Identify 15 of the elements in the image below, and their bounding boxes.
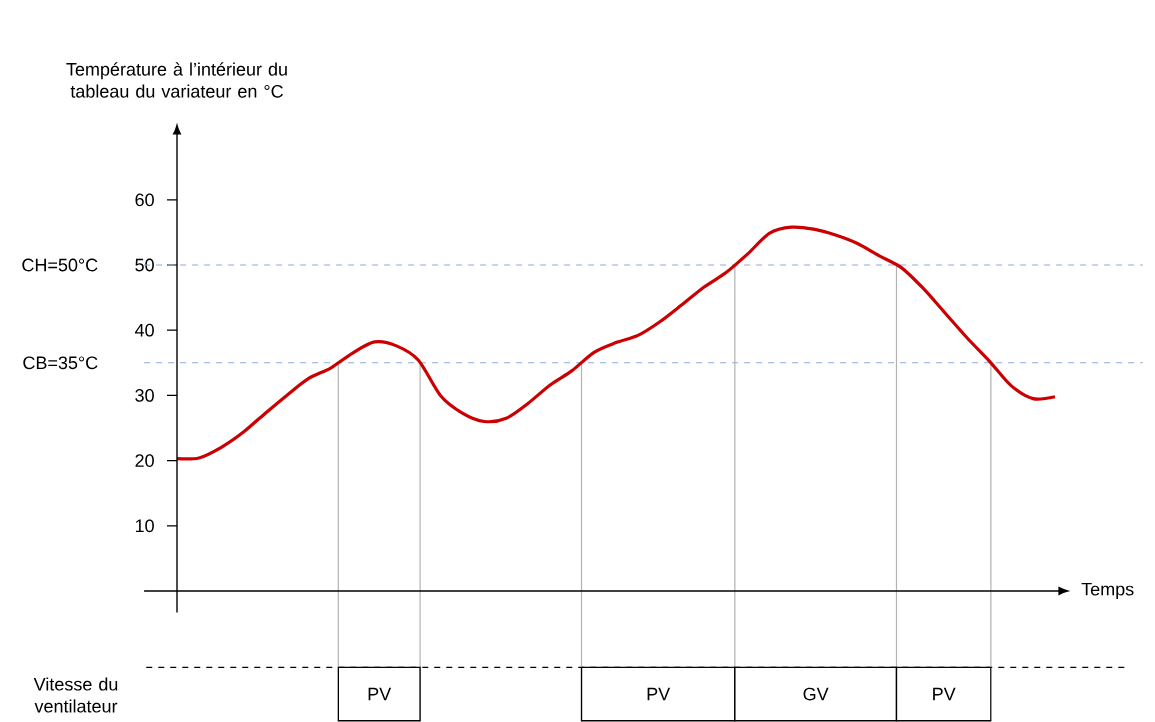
ref-line-label: CB=35°C	[23, 356, 98, 370]
text: GV	[803, 687, 829, 701]
y-tick-label: 40	[134, 323, 154, 337]
x-axis-title: Temps	[1081, 582, 1134, 600]
y-tick-label: 60	[135, 193, 154, 207]
text: PV	[647, 687, 671, 701]
text: PV	[368, 687, 392, 701]
y-tick-label: 10	[135, 519, 154, 533]
ref-line-label: CH=50°C	[22, 258, 98, 272]
y-tick-label: 50	[135, 258, 154, 272]
y-tick-label: 30	[135, 389, 154, 402]
text: Vitesse du ventilateur	[33, 677, 118, 713]
y-axis-title: Température à l’intérieur du tableau du variateur en °C	[66, 62, 287, 98]
text: PV	[933, 687, 956, 701]
y-tick-label: 20	[135, 454, 154, 467]
